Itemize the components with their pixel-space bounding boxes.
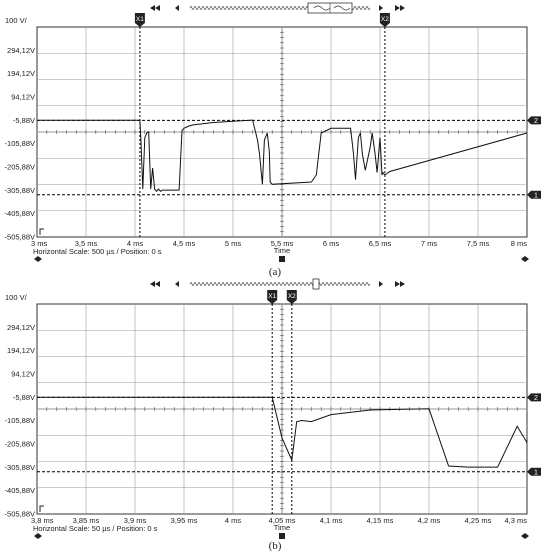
channel-marker-label: 1	[534, 469, 538, 476]
y-tick-label: -105,88V	[5, 139, 35, 148]
channel-marker-label: 2	[534, 118, 538, 125]
x-tick-label: 3,8 ms	[31, 516, 54, 525]
y-tick-label: -205,88V	[5, 440, 35, 449]
x-tick-label: 3,9 ms	[124, 516, 147, 525]
y-tick-label: -505,88V	[5, 510, 35, 519]
horizontal-scale-text: Horizontal Scale: 50 µs / Position: 0 s	[33, 524, 158, 533]
rewind-icon	[150, 281, 155, 287]
figure-caption: (b)	[269, 540, 282, 552]
y-tick-label: -405,88V	[5, 209, 35, 218]
y-tick-label: -305,88V	[5, 186, 35, 195]
x-tick-label: 7 ms	[421, 239, 438, 248]
cursor-flag	[379, 13, 390, 27]
left-arrow-icon	[175, 281, 179, 287]
scroll-right-icon	[525, 533, 529, 539]
position-marker	[279, 256, 285, 262]
channel-marker	[527, 116, 541, 125]
y-tick-label: 194,12V	[7, 346, 35, 355]
x-tick-label: 7,5 ms	[467, 239, 490, 248]
y-tick-label: 294,12V	[7, 46, 35, 55]
x-tick-label: 4,25 ms	[465, 516, 492, 525]
scroll-right-icon	[521, 256, 525, 262]
y-tick-label: -5,88V	[13, 116, 35, 125]
x-tick-label: 4,5 ms	[173, 239, 196, 248]
scope-panel-a: 100 V/294,12V 194,12V 94,12V -5,88V -105,88V…	[5, 2, 541, 278]
y-tick-label: -5,88V	[13, 393, 35, 402]
x-tick-label: 3 ms	[31, 239, 48, 248]
trigger-icon	[39, 505, 44, 512]
y-tick-label: -405,88V	[5, 486, 35, 495]
cursor-flag	[286, 290, 297, 304]
trigger-icon	[39, 228, 44, 235]
waveform-trace	[37, 396, 528, 468]
channel-marker	[527, 393, 541, 402]
cursor-flag	[267, 290, 278, 304]
right-arrow-icon	[379, 281, 383, 287]
waveform-trace	[37, 119, 528, 193]
channel-marker-label: 1	[534, 192, 538, 199]
x-tick-label: 4,3 ms	[504, 516, 527, 525]
right-arrow-icon	[379, 5, 383, 11]
x-tick-label: 6,5 ms	[369, 239, 392, 248]
scroll-bar	[150, 278, 405, 290]
x-tick-label: 6 ms	[323, 239, 340, 248]
x-unit-label: Time	[274, 523, 290, 532]
position-marker	[279, 533, 285, 539]
scroll-left-icon	[38, 533, 42, 539]
channel-marker-label: 2	[534, 395, 538, 402]
figure-caption: (a)	[269, 266, 282, 278]
x-tick-label: 3,85 ms	[73, 516, 100, 525]
volt-div-label: 100 V/	[5, 293, 28, 302]
y-tick-label: 194,12V	[7, 69, 35, 78]
rewind-icon	[155, 281, 160, 287]
channel-marker	[527, 467, 541, 476]
x-tick-label: 4,05 ms	[269, 516, 296, 525]
fast-forward-icon	[395, 281, 400, 287]
waveform-overview	[189, 282, 371, 286]
x-tick-label: 4,15 ms	[367, 516, 394, 525]
cursor-label: X2	[288, 293, 296, 300]
rewind-icon	[150, 5, 155, 11]
y-tick-label: 94,12V	[11, 93, 35, 102]
channel-marker	[527, 190, 541, 199]
y-tick-label: -105,88V	[5, 416, 35, 425]
x-tick-label: 5 ms	[225, 239, 242, 248]
scroll-right-icon	[521, 533, 525, 539]
cursor-label: X1	[136, 16, 144, 23]
scroll-right-icon	[525, 256, 529, 262]
viewport-wave	[313, 5, 351, 11]
x-tick-label: 5,5 ms	[271, 239, 294, 248]
x-tick-label: 4 ms	[225, 516, 242, 525]
y-tick-label: 294,12V	[7, 323, 35, 332]
fast-forward-icon	[400, 5, 405, 11]
y-tick-label: -505,88V	[5, 233, 35, 242]
x-tick-label: 3,95 ms	[171, 516, 198, 525]
left-arrow-icon	[175, 5, 179, 11]
x-tick-label: 3,5 ms	[75, 239, 98, 248]
y-tick-label: -305,88V	[5, 463, 35, 472]
scroll-left-icon	[38, 256, 42, 262]
scroll-bar	[150, 2, 405, 14]
x-tick-label: 4,1 ms	[320, 516, 343, 525]
rewind-icon	[155, 5, 160, 11]
viewport-window	[312, 278, 320, 290]
cursor-label: X1	[268, 293, 276, 300]
fast-forward-icon	[395, 5, 400, 11]
y-tick-label: 94,12V	[11, 370, 35, 379]
x-tick-label: 4,2 ms	[418, 516, 441, 525]
scroll-left-icon	[34, 533, 38, 539]
scope-panel-b: 100 V/294,12V 194,12V 94,12V -5,88V -105,88V…	[5, 278, 541, 552]
fast-forward-icon	[400, 281, 405, 287]
horizontal-scale-text: Horizontal Scale: 500 µs / Position: 0 s	[33, 247, 162, 256]
x-tick-label: 8 ms	[511, 239, 528, 248]
x-unit-label: Time	[274, 246, 290, 255]
scroll-left-icon	[34, 256, 38, 262]
x-tick-label: 4 ms	[127, 239, 144, 248]
cursor-label: X2	[381, 16, 389, 23]
cursor-flag	[134, 13, 145, 27]
volt-div-label: 100 V/	[5, 16, 28, 25]
y-tick-label: -205,88V	[5, 163, 35, 172]
